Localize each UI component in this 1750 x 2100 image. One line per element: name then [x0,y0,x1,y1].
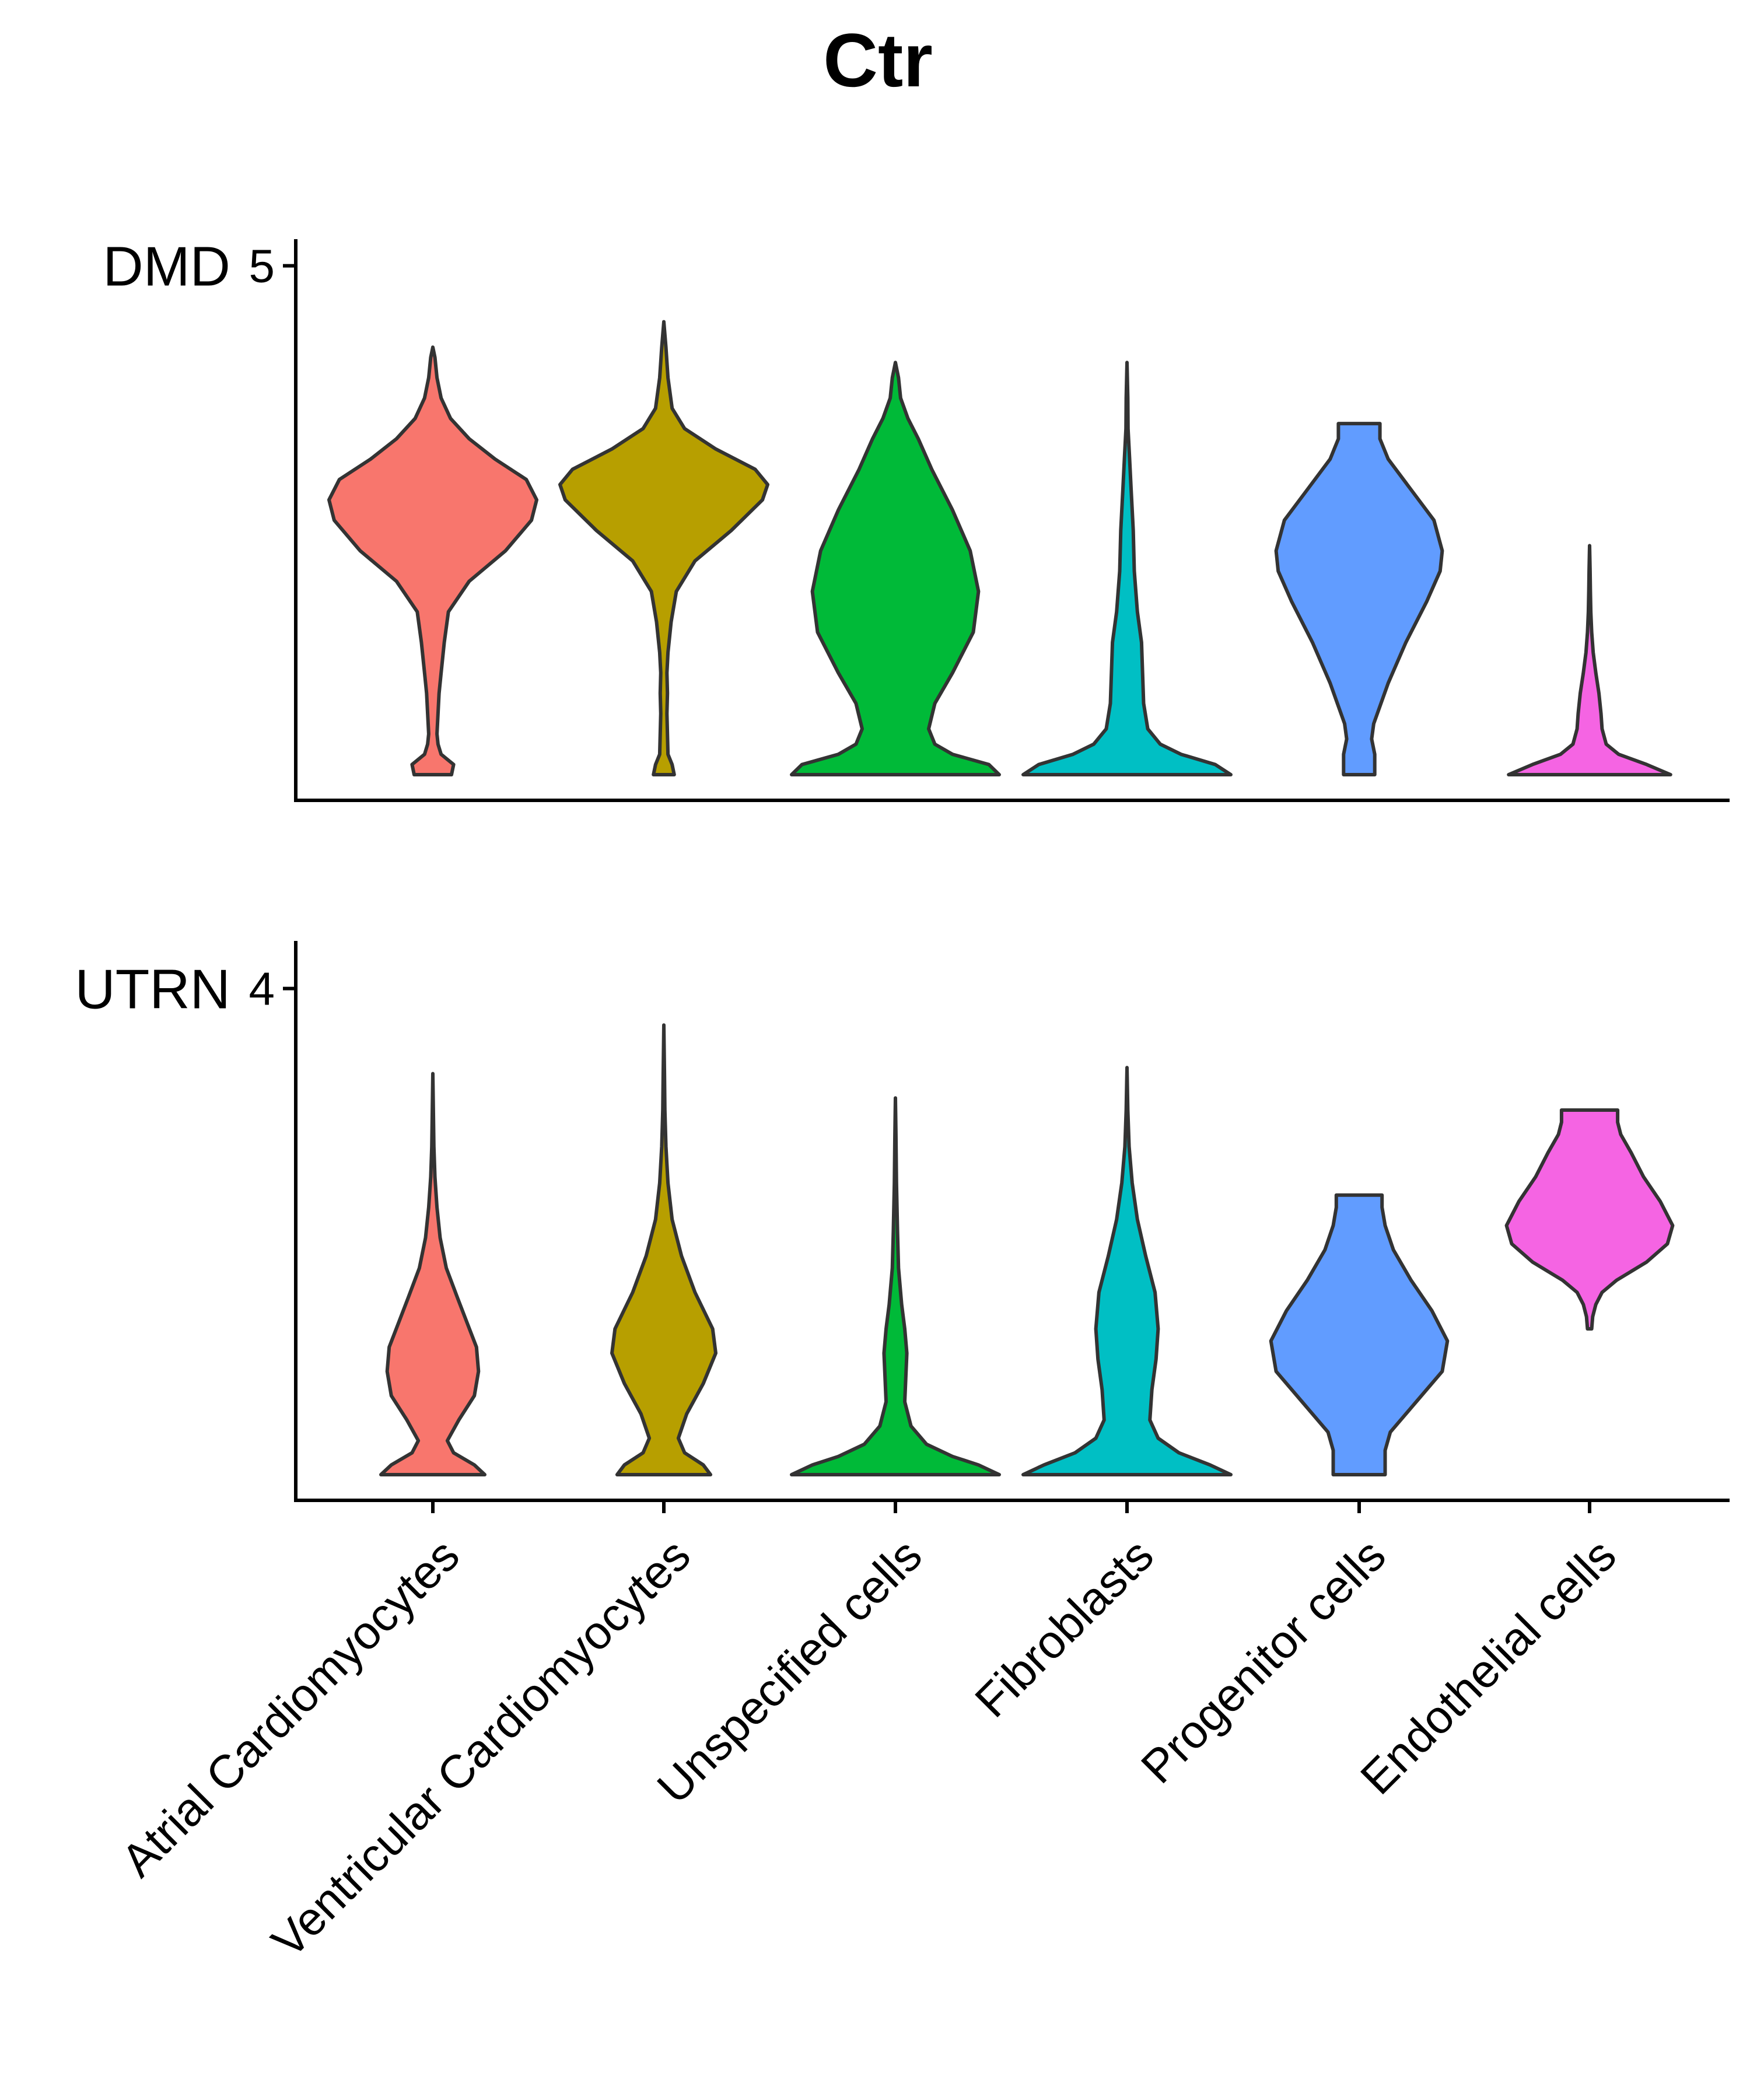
violin-utrn-endothelial-cells [1504,1108,1675,1331]
y-tick-label: 5 [249,240,275,292]
panel-dmd: 5 DMD [103,236,1730,802]
x-tick-label: Endothelial cells [1350,1529,1626,1804]
violin-dmd-fibroblasts [1021,360,1233,776]
x-tick-label: Fibroblasts [965,1529,1163,1727]
violin-utrn-unspecified-cells [790,1096,1001,1476]
y-tick-label: 4 [249,963,275,1015]
violin-utrn-ventricular-cardiomyocytes [610,1023,718,1476]
violin-utrn-progenitor-cells [1269,1193,1450,1476]
chart-title: Ctr [823,18,933,103]
violin-utrn-fibroblasts [1021,1066,1233,1476]
x-tick-label: Progenitor cells [1131,1529,1395,1793]
x-tick-label: Ventricular Cardiomyocytes [262,1529,700,1967]
violin-utrn-atrial-cardiomyocytes [379,1072,487,1476]
gene-label-dmd: DMD [103,236,230,298]
violin-dmd-progenitor-cells [1274,422,1444,776]
violin-dmd-endothelial-cells [1507,544,1672,776]
gene-label-utrn: UTRN [75,958,230,1021]
violin-dmd-atrial-cardiomyocytes [327,345,538,776]
panel-utrn: 4 UTRN [75,941,1730,1502]
violin-dmd-ventricular-cardiomyocytes [558,320,769,776]
plot-layer: 5 DMD 4 UTRN Atrial CardiomyocytesVentricula… [75,236,1730,1968]
violin-dmd-unspecified-cells [790,360,1001,776]
